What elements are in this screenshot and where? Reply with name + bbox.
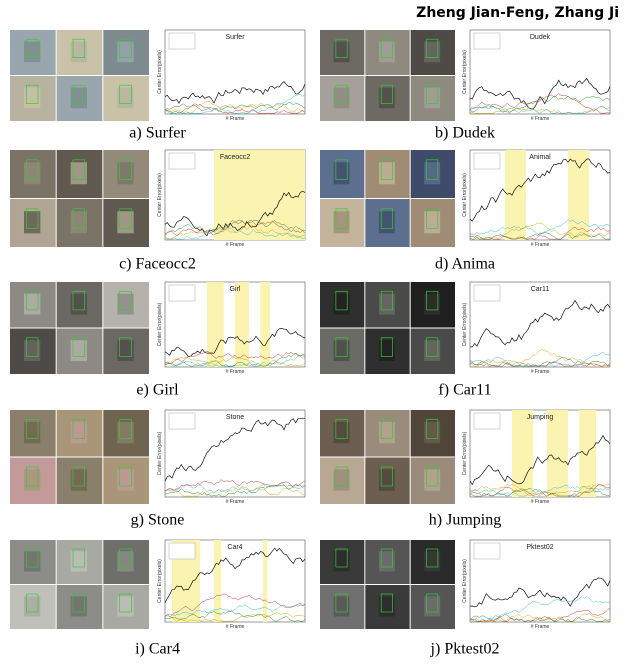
panel-caption: g) Stone [131,512,185,529]
x-axis-label: # Frame [226,116,245,122]
panel-caption: a) Surfer [129,125,186,142]
legend-box [169,543,195,559]
panel-caption: j) Pktest02 [430,641,500,658]
y-axis-label: Center Error(pixels) [157,302,163,346]
panel-caption: h) Jumping [429,512,501,529]
x-axis-label: # Frame [226,242,245,248]
legend-box [169,33,195,49]
chart-title: Surfer [225,34,245,41]
x-axis-label: # Frame [531,242,550,248]
occlusion-band [547,410,568,497]
panel-caption: f) Car11 [438,382,491,399]
page: Zheng Jian-Feng, Zhang Ji SurferCenter E… [0,0,627,664]
occlusion-band [235,282,249,367]
x-axis-label: # Frame [531,624,550,630]
chart-title: Dudek [530,34,551,41]
x-axis-label: # Frame [531,116,550,122]
occlusion-band [260,282,270,367]
y-axis-label: Center Error(pixels) [462,50,468,94]
occlusion-band [505,150,526,240]
panel-caption: d) Anima [435,256,495,273]
occlusion-band [207,282,224,367]
legend-box [474,33,500,49]
chart-title: Car11 [531,286,550,293]
y-axis-label: Center Error(pixels) [157,559,163,603]
chart-title: Girl [230,286,241,293]
y-axis-label: Center Error(pixels) [462,559,468,603]
occlusion-band [512,410,533,497]
y-axis-label: Center Error(pixels) [157,50,163,94]
legend-box [169,285,195,301]
chart-title: Pktest02 [526,544,553,551]
panel-caption: i) Car4 [135,641,180,658]
y-axis-label: Center Error(pixels) [462,173,468,217]
panel-caption: e) Girl [136,382,179,399]
legend-box [474,285,500,301]
figure: Surfer Center Error(pixels) # Frame a) Surf… [0,0,627,664]
panel-caption: b) Dudek [435,125,495,142]
legend-box [474,153,500,169]
y-axis-label: Center Error(pixels) [462,302,468,346]
x-axis-label: # Frame [531,499,550,505]
chart-title: Jumping [527,414,554,421]
y-axis-label: Center Error(pixels) [157,173,163,217]
chart-title: Animal [529,154,551,161]
y-axis-label: Center Error(pixels) [462,431,468,475]
legend-box [169,153,195,169]
chart-title: Stone [226,414,244,421]
occlusion-band [568,150,589,240]
x-axis-label: # Frame [226,624,245,630]
occlusion-band [263,540,267,622]
chart-title: Faceocc2 [220,154,250,161]
chart-title: Car4 [227,544,242,551]
panel-caption: c) Faceocc2 [119,256,196,273]
x-axis-label: # Frame [531,369,550,375]
legend-box [474,543,500,559]
x-axis-label: # Frame [226,499,245,505]
legend-box [474,413,500,429]
x-axis-label: # Frame [226,369,245,375]
legend-box [169,413,195,429]
y-axis-label: Center Error(pixels) [157,431,163,475]
